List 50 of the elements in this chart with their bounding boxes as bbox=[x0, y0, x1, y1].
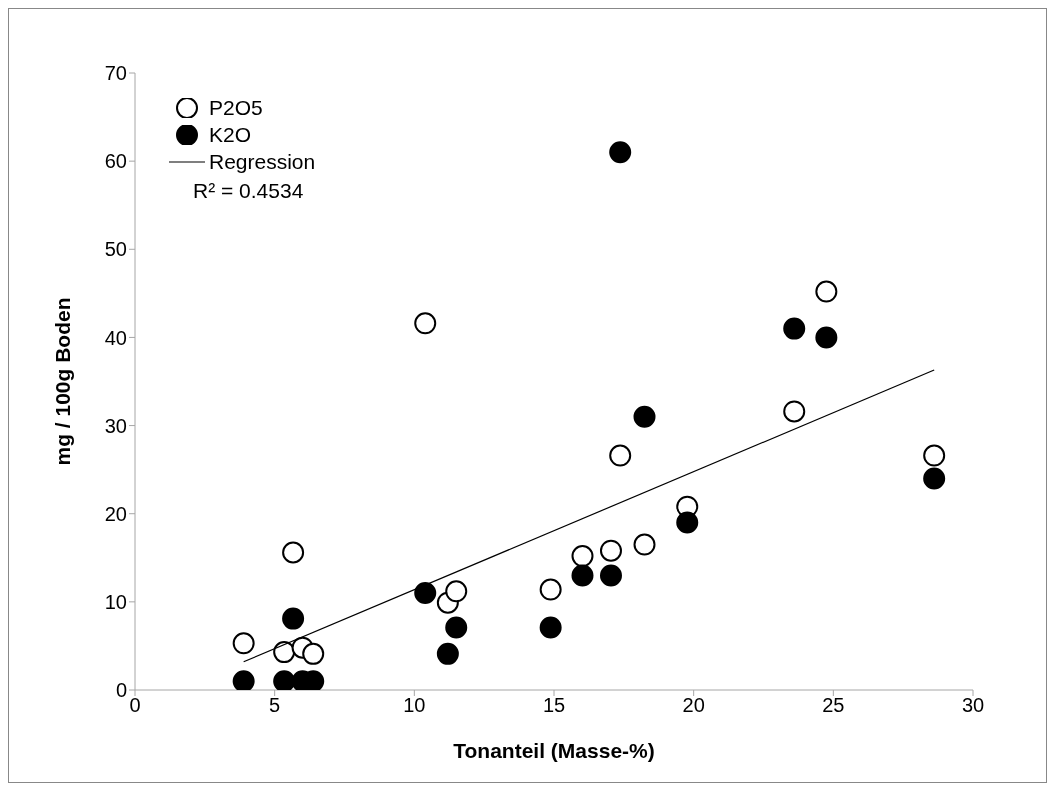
legend-label: Regression bbox=[209, 149, 316, 175]
point bbox=[445, 616, 468, 639]
point bbox=[539, 616, 562, 639]
point bbox=[414, 312, 437, 335]
point bbox=[783, 317, 806, 340]
point bbox=[571, 545, 594, 568]
point bbox=[571, 564, 594, 587]
y-axis-title: mg / 100g Boden bbox=[51, 297, 75, 466]
x-tick-label: 5 bbox=[269, 694, 281, 717]
point bbox=[609, 141, 632, 164]
point bbox=[282, 607, 305, 630]
point bbox=[282, 541, 305, 564]
x-tick-label: 0 bbox=[129, 694, 141, 717]
y-tick-label: 30 bbox=[104, 414, 127, 437]
annotation: R² = 0.4534 bbox=[193, 178, 305, 204]
point bbox=[445, 580, 468, 603]
y-tick-label: 60 bbox=[104, 150, 127, 173]
point bbox=[923, 444, 946, 467]
point bbox=[232, 670, 255, 690]
y-tick-label: 0 bbox=[115, 679, 127, 702]
x-axis-title: Tonanteil (Masse-%) bbox=[453, 739, 655, 762]
point bbox=[923, 467, 946, 490]
point bbox=[609, 444, 632, 467]
point bbox=[633, 405, 656, 428]
point bbox=[273, 670, 296, 690]
point bbox=[232, 632, 255, 655]
point bbox=[273, 641, 296, 664]
y-tick-label: 20 bbox=[104, 502, 127, 525]
y-tick-label: 10 bbox=[104, 590, 127, 613]
point bbox=[676, 511, 699, 534]
point bbox=[633, 533, 656, 556]
point bbox=[539, 578, 562, 601]
point bbox=[815, 326, 838, 349]
y-tick-label: 70 bbox=[104, 62, 127, 85]
x-tick-label: 30 bbox=[961, 694, 985, 717]
y-tick-label: 40 bbox=[104, 326, 127, 349]
x-tick-label: 25 bbox=[822, 694, 845, 717]
point bbox=[414, 582, 437, 605]
point bbox=[436, 642, 459, 665]
point bbox=[815, 280, 838, 303]
point bbox=[599, 539, 622, 562]
x-tick-label: 10 bbox=[403, 694, 426, 717]
y-tick-label: 50 bbox=[104, 238, 127, 261]
legend-label: K2O bbox=[209, 122, 252, 148]
x-tick-label: 20 bbox=[682, 694, 705, 717]
point bbox=[599, 564, 622, 587]
point bbox=[302, 642, 325, 665]
legend-label: P2O5 bbox=[209, 95, 263, 121]
x-tick-label: 15 bbox=[542, 694, 566, 717]
point bbox=[783, 400, 806, 423]
